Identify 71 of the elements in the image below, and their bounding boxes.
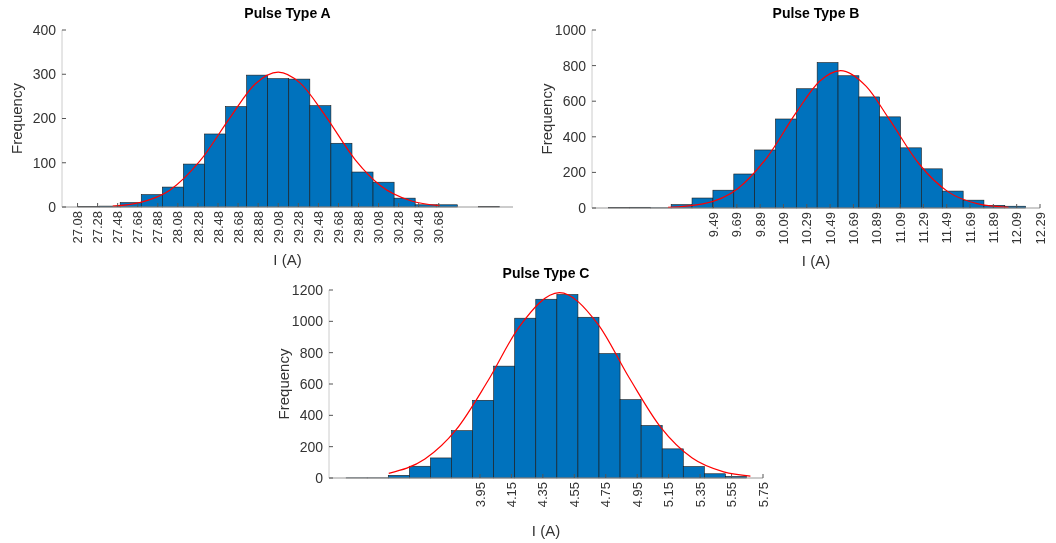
x-tick-label: 3.95 (472, 482, 488, 508)
y-tick-label: 0 (578, 199, 587, 216)
y-tick-label: 600 (562, 93, 587, 110)
x-tick-label: 12.09 (1009, 212, 1025, 245)
x-tick-label: 30.08 (371, 211, 387, 244)
y-tick-label: 400 (562, 128, 587, 145)
x-tick-label: 28.68 (230, 211, 246, 244)
x-tick-label: 9.69 (729, 212, 745, 238)
x-tick-label: 30.28 (391, 211, 407, 244)
x-tick-label: 5.15 (661, 482, 677, 508)
y-tick-label: 200 (299, 438, 324, 455)
x-tick-label: 11.89 (985, 212, 1001, 244)
x-tick-label: 29.48 (310, 211, 326, 244)
y-tick-label: 100 (32, 154, 57, 171)
y-tick-label: 400 (299, 407, 324, 424)
x-tick-label: 11.29 (915, 212, 931, 244)
x-tick-label: 4.15 (503, 482, 519, 508)
y-tick-label: 0 (48, 198, 57, 215)
x-tick-label: 27.28 (90, 211, 106, 244)
x-tick-label: 27.48 (110, 211, 126, 244)
x-tick-label: 29.68 (330, 211, 346, 244)
y-tick-label: 300 (32, 66, 57, 83)
x-tick-label: 12.29 (1032, 212, 1048, 245)
x-tick-label: 5.55 (724, 482, 740, 508)
y-tick-label: 200 (562, 164, 587, 181)
y-tick-label: 400 (32, 21, 57, 38)
x-tick-label: 29.88 (351, 211, 367, 244)
x-tick-label: 28.28 (190, 211, 206, 244)
x-tick-label: 10.49 (822, 212, 838, 245)
y-tick-label: 1000 (554, 21, 587, 38)
chart-title: Pulse Type A (244, 5, 331, 21)
x-tick-label: 10.89 (869, 212, 885, 245)
chart-title: Pulse Type C (502, 265, 590, 281)
x-tick-label: 10.09 (776, 212, 792, 245)
x-tick-label: 28.48 (210, 211, 226, 244)
x-tick-label: 27.88 (150, 211, 166, 244)
x-tick-label: 29.28 (290, 211, 306, 244)
x-tick-label: 11.09 (892, 212, 908, 244)
y-tick-label: 800 (299, 344, 324, 361)
y-axis-title: Frequency (538, 83, 555, 155)
x-tick-label: 5.35 (692, 482, 708, 508)
x-tick-label: 28.08 (170, 211, 186, 244)
x-tick-label: 27.08 (70, 211, 86, 244)
y-tick-label: 200 (32, 110, 57, 127)
y-tick-label: 800 (562, 57, 587, 74)
y-axis-title: Frequency (8, 82, 25, 154)
y-tick-label: 0 (315, 469, 324, 486)
x-tick-label: 10.69 (845, 212, 861, 245)
y-tick-label: 600 (299, 375, 324, 392)
x-tick-label: 10.29 (799, 212, 815, 245)
y-tick-label: 1200 (291, 281, 324, 298)
x-tick-label: 30.68 (431, 211, 447, 244)
x-tick-label: 9.89 (752, 212, 768, 238)
x-axis-title: I (A) (531, 522, 561, 539)
x-tick-label: 29.08 (270, 211, 286, 244)
x-tick-label: 9.49 (706, 212, 722, 238)
y-tick-label: 1000 (291, 313, 324, 330)
y-axis-title: Frequency (275, 348, 292, 420)
x-tick-label: 11.49 (939, 212, 955, 244)
x-tick-label: 28.88 (250, 211, 266, 244)
x-axis-title: I (A) (801, 252, 831, 269)
x-tick-label: 4.95 (629, 482, 645, 508)
x-tick-label: 11.69 (962, 212, 978, 244)
x-tick-label: 4.55 (566, 482, 582, 508)
x-tick-label: 27.68 (130, 211, 146, 244)
x-tick-label: 5.75 (755, 482, 771, 508)
x-tick-label: 4.35 (535, 482, 551, 508)
x-tick-label: 4.75 (598, 482, 614, 508)
chart-title: Pulse Type B (772, 5, 860, 21)
x-tick-label: 30.48 (411, 211, 427, 244)
x-axis-title: I (A) (273, 251, 302, 268)
